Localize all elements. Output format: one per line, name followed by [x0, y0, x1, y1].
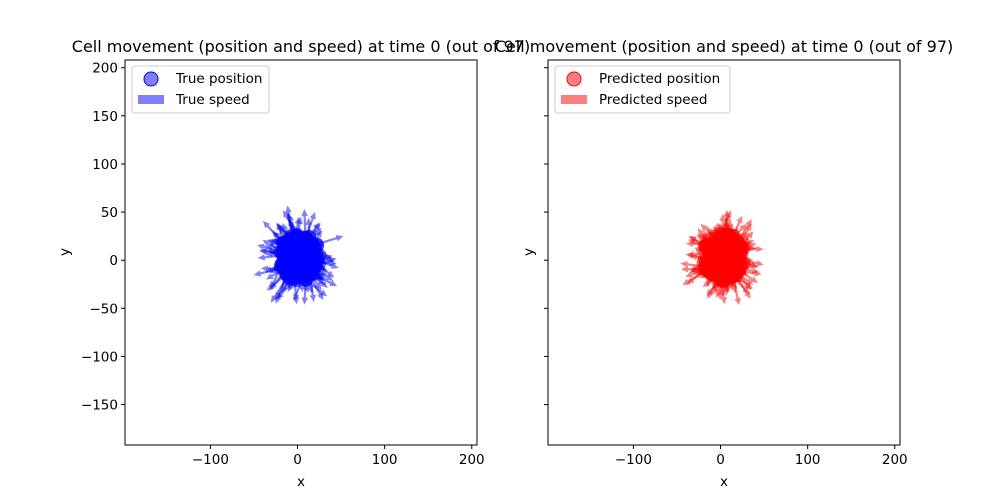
left-legend-speed-marker	[138, 95, 164, 104]
right-legend-speed-marker	[561, 95, 587, 104]
right-cell-position	[722, 227, 737, 242]
right-x-tick-label: −100	[615, 452, 652, 468]
left-x-tick-label: −100	[192, 452, 229, 468]
right-legend-speed-label: Predicted speed	[599, 92, 707, 108]
right-ticks: −100 0 100 200	[544, 67, 908, 468]
right-x-axis-label: x	[720, 474, 728, 490]
left-y-tick-label: 50	[101, 205, 118, 221]
right-cell-position	[708, 231, 723, 246]
right-cell-position	[717, 243, 732, 258]
left-legend-position-marker	[143, 71, 159, 87]
right-axes-frame	[547, 59, 901, 446]
right-speed-arrow	[723, 265, 730, 296]
right-legend-position-label: Predicted position	[599, 71, 720, 87]
left-y-tick-label: 150	[92, 109, 118, 125]
left-x-tick-label: 100	[372, 452, 398, 468]
left-axes-frame	[124, 59, 478, 446]
right-speed-arrow	[719, 214, 726, 242]
right-x-tick-label: 200	[882, 452, 908, 468]
right-x-tick-label: 0	[716, 452, 725, 468]
right-cell-position	[737, 256, 751, 271]
left-y-axis-label: y	[57, 248, 73, 256]
left-legend: True position True speed	[131, 65, 270, 114]
left-y-tick-label: 200	[92, 61, 118, 77]
right-x-tick-label: 100	[795, 452, 821, 468]
left-speed-arrow	[270, 275, 289, 303]
left-x-tick-label: 200	[459, 452, 485, 468]
left-y-tick-label: −150	[81, 398, 118, 414]
left-ticks: −100 0 100 200 −150 −100 −50 0 50 100 150 200	[81, 61, 485, 468]
left-y-tick-label: 0	[109, 253, 118, 269]
right-y-axis-label: y	[521, 248, 537, 256]
left-y-tick-label: −50	[90, 301, 119, 317]
left-cell-position	[291, 244, 305, 259]
left-chart-title: Cell movement (position and speed) at ti…	[72, 37, 530, 56]
left-legend-position-label: True position	[175, 71, 262, 87]
right-legend-position-marker	[566, 71, 582, 87]
left-y-tick-label: 100	[92, 157, 118, 173]
left-legend-box	[131, 65, 270, 114]
left-marks	[253, 205, 344, 305]
right-legend-box	[554, 65, 731, 114]
left-x-tick-label: 0	[293, 452, 302, 468]
right-legend: Predicted position Predicted speed	[554, 65, 731, 114]
right-chart-title: Cell movement (position and speed) at ti…	[495, 37, 953, 56]
right-panel: Cell movement (position and speed) at ti…	[495, 37, 953, 490]
left-y-tick-label: −100	[81, 349, 118, 365]
right-cell-position	[696, 255, 711, 270]
left-cell-position	[278, 254, 293, 269]
left-x-axis-label: x	[297, 474, 305, 490]
right-cell-position	[710, 255, 724, 270]
right-marks	[680, 209, 764, 306]
left-panel: Cell movement (position and speed) at ti…	[57, 37, 530, 490]
left-legend-speed-label: True speed	[175, 92, 250, 108]
